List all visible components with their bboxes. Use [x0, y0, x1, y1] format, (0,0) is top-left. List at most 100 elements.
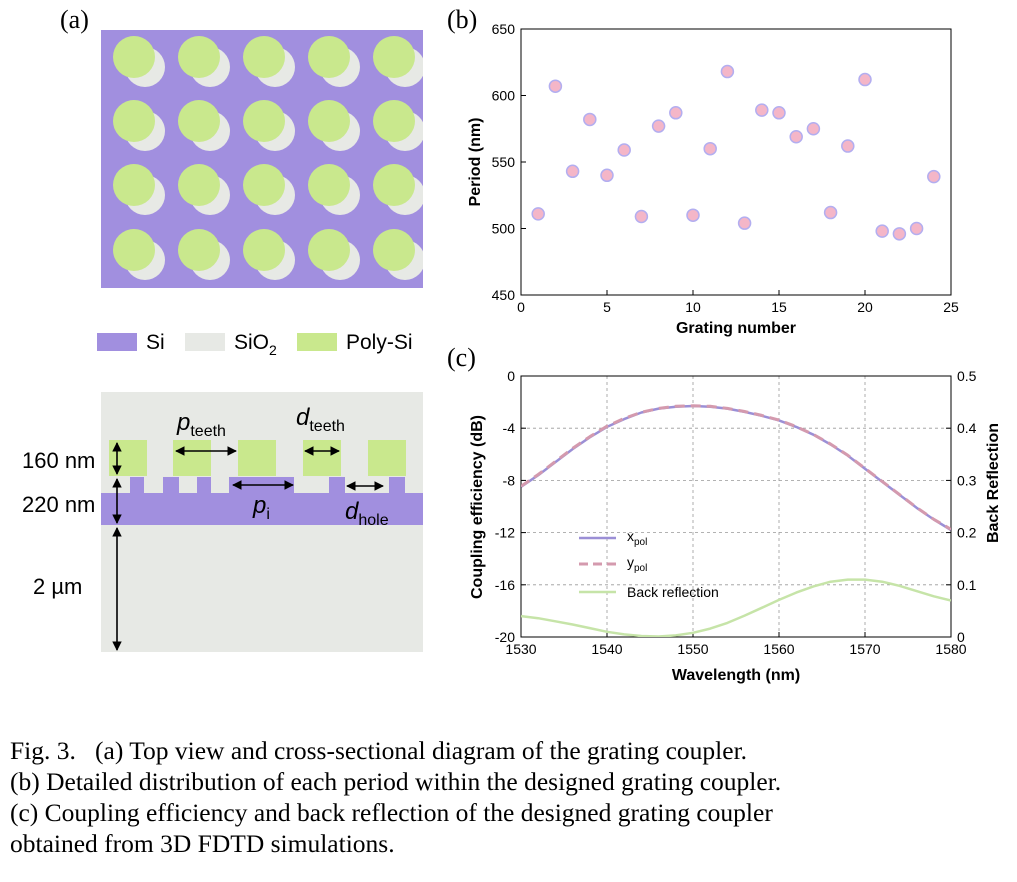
chart-c-x-axis: 1530 1540 1550 1560 1570 1580	[505, 632, 966, 657]
si-tooth	[197, 477, 211, 493]
y-tick-label: -12	[495, 525, 515, 541]
height-220-label: 220 nm	[22, 492, 95, 517]
poly-si-tooth	[173, 440, 211, 476]
series-line-xpol	[521, 406, 951, 530]
chart-b-x-axis: 0 5 10 15 20 25	[517, 290, 959, 315]
legend-swatch-poly-si	[297, 333, 337, 351]
poly-si-pillar	[373, 164, 415, 206]
y-tick-label: 550	[492, 154, 516, 170]
height-box-label: 2 µm	[33, 574, 82, 599]
chart-c-frame	[521, 376, 951, 637]
x-tick-label: 15	[771, 299, 787, 315]
poly-si-tooth	[303, 440, 341, 476]
cross-section: pteeth dteeth pi dhole 160 nm 220 nm 2 µ…	[22, 392, 423, 652]
data-point	[756, 104, 768, 116]
y2-tick-label: 0.2	[957, 525, 977, 541]
y-tick-label: 450	[492, 287, 516, 303]
y-tick-label: 0	[507, 368, 515, 384]
legend-label-sio2: SiO2	[234, 331, 277, 358]
poly-si-tooth	[368, 440, 406, 476]
poly-si-pillar	[178, 164, 220, 206]
data-point	[739, 217, 751, 229]
x-tick-label: 1540	[591, 641, 622, 657]
y-tick-label: -16	[495, 577, 515, 593]
chart-c-y-label: Coupling efficiency (dB)	[469, 415, 486, 599]
data-point	[549, 80, 561, 92]
data-point	[911, 223, 923, 235]
caption-line-4: obtained from 3D FDTD simulations.	[10, 828, 1012, 859]
x-tick-label: 25	[943, 299, 959, 315]
chart-c-x-label: Wavelength (nm)	[672, 667, 800, 684]
data-point	[567, 165, 579, 177]
series-line-back-reflection	[521, 580, 951, 637]
si-tooth	[389, 477, 405, 493]
y-tick-label: -8	[503, 472, 516, 488]
data-point	[790, 131, 802, 143]
data-point	[773, 107, 785, 119]
x-tick-label: 1570	[849, 641, 880, 657]
x-tick-label: 1550	[677, 641, 708, 657]
data-point	[635, 211, 647, 223]
data-point	[842, 140, 854, 152]
poly-si-pillar	[113, 164, 155, 206]
y2-tick-label: 0.4	[957, 420, 977, 436]
data-point	[687, 209, 699, 221]
data-point	[670, 107, 682, 119]
chart-b-points	[532, 66, 940, 240]
poly-si-pillar	[308, 36, 350, 78]
poly-si-pillar	[373, 36, 415, 78]
chart-b-frame	[521, 29, 951, 295]
chart-c-legend: xpol ypol Back reflection	[579, 528, 719, 600]
panel-a-label: (a)	[60, 5, 89, 34]
poly-si-pillar	[308, 100, 350, 142]
poly-si-pillar	[373, 100, 415, 142]
legend-label-back-reflection: Back reflection	[627, 584, 719, 600]
poly-si-pillar	[243, 100, 285, 142]
data-point	[859, 74, 871, 86]
x-tick-label: 0	[517, 299, 525, 315]
panel-b-label: (b)	[447, 5, 477, 34]
data-point	[807, 123, 819, 135]
panel-c-label: (c)	[447, 343, 476, 372]
panel-a: (a) Si SiO2 Poly-Si	[22, 5, 425, 652]
top-view	[101, 30, 425, 288]
data-point	[893, 228, 905, 240]
si-tooth	[329, 477, 345, 493]
panel-b: (b) 0 5 10 15 20 25 450 500 550 600 650 Grating n…	[447, 5, 959, 337]
x-tick-label: 10	[685, 299, 701, 315]
poly-si-pillar	[113, 229, 155, 271]
data-point	[601, 169, 613, 181]
data-point	[618, 144, 630, 156]
poly-si-pillar	[243, 164, 285, 206]
x-tick-label: 5	[603, 299, 611, 315]
chart-c-grid	[521, 376, 951, 637]
y-tick-label: 650	[492, 21, 516, 37]
x-tick-label: 20	[857, 299, 873, 315]
poly-si-pillar	[178, 36, 220, 78]
poly-si-pillar	[308, 229, 350, 271]
chart-b-x-label: Grating number	[676, 320, 796, 337]
series-line-ypol	[521, 406, 951, 530]
si-tooth	[130, 477, 144, 493]
chart-c-y2-label: Back Reflection	[985, 423, 1002, 543]
legend-label-ypol: ypol	[627, 554, 647, 574]
figure-caption: Fig. 3. (a) Top view and cross-sectional…	[10, 735, 1012, 859]
poly-si-pillar	[178, 229, 220, 271]
y-tick-label: 500	[492, 221, 516, 237]
legend-label-poly-si: Poly-Si	[346, 331, 413, 354]
data-point	[928, 171, 940, 183]
poly-si-pillar	[243, 36, 285, 78]
data-point	[532, 208, 544, 220]
y-tick-label: 600	[492, 88, 516, 104]
figure: (a) Si SiO2 Poly-Si	[0, 0, 1017, 700]
data-point	[721, 66, 733, 78]
caption-line-2: (b) Detailed distribution of each period…	[10, 766, 1012, 797]
poly-si-pillar	[308, 164, 350, 206]
material-legend: Si SiO2 Poly-Si	[97, 331, 413, 358]
y-tick-label: -20	[495, 629, 515, 645]
poly-si-pillar	[113, 100, 155, 142]
data-point	[584, 113, 596, 125]
y2-tick-label: 0.3	[957, 472, 977, 488]
data-point	[704, 143, 716, 155]
si-tooth	[163, 477, 179, 493]
